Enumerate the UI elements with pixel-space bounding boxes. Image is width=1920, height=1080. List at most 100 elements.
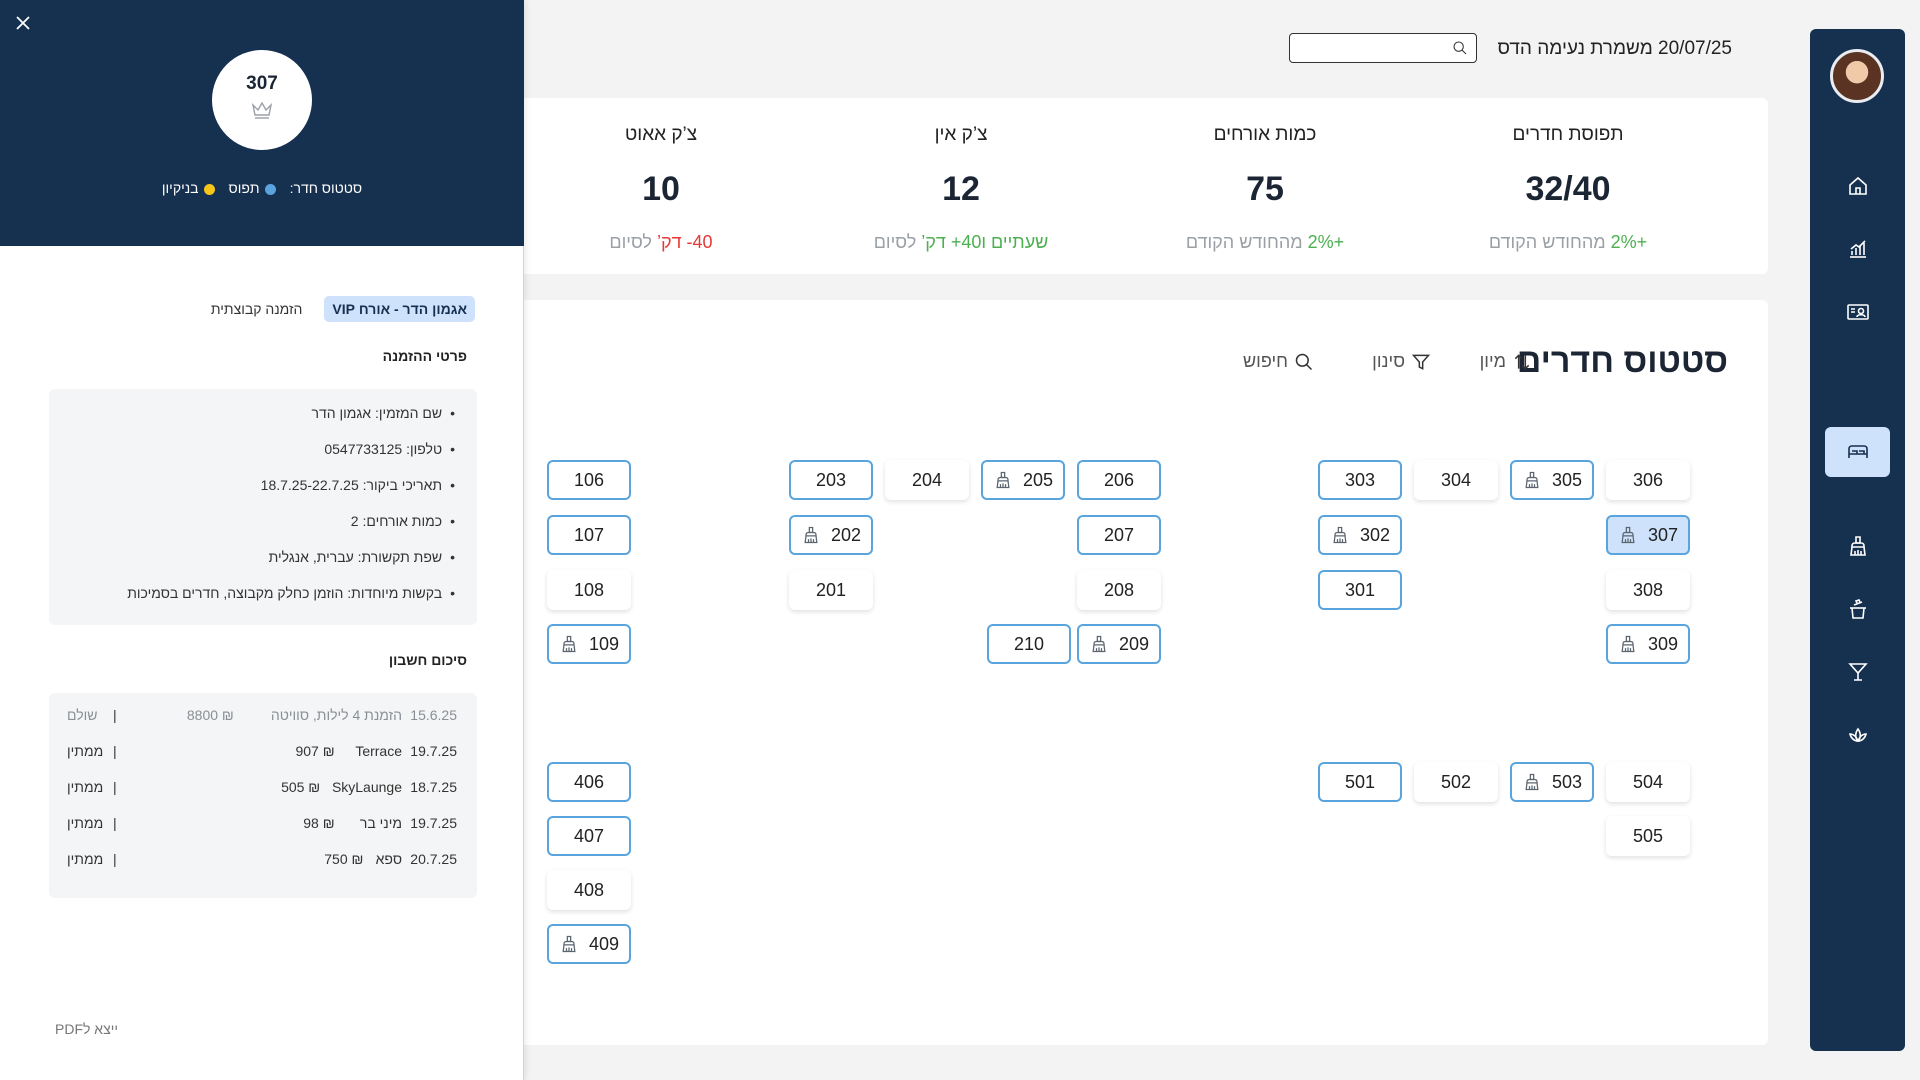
nav-reports[interactable] (1825, 224, 1890, 274)
stat-sub: +2% מהחודש הקודם (1488, 232, 1648, 252)
crown-icon (251, 101, 273, 119)
bill-row: 18.7.25 SkyLaunge ₪ 505 | ממתין (49, 779, 477, 815)
room-number: 409 (588, 933, 620, 954)
room-tile[interactable]: 207 (1077, 515, 1161, 555)
room-tile[interactable]: 108 (547, 570, 631, 610)
room-number: 305 (1551, 469, 1583, 490)
booking-detail-item: שפת תקשורת: עברית, אנגלית (49, 547, 455, 583)
room-tile[interactable]: 304 (1414, 460, 1498, 500)
stats-card: תפוסת חדרים 32/40 +2% מהחודש הקודם כמות … (520, 98, 1768, 274)
bill-description: ספא (375, 851, 402, 867)
nav-bins[interactable] (1825, 584, 1890, 634)
room-tile[interactable]: 203 (789, 460, 873, 500)
room-tile[interactable]: 308 (1606, 570, 1690, 610)
room-tile[interactable]: 409 (547, 924, 631, 964)
room-tile[interactable]: 109 (547, 624, 631, 664)
room-tile[interactable]: 305 (1510, 460, 1594, 500)
bill-row: 15.6.25 הזמנת 4 לילות, סוויטה ₪ 8800 | שולם (49, 707, 477, 743)
cleaning-icon (1849, 536, 1866, 556)
room-tile[interactable]: 407 (547, 816, 631, 856)
filter-icon (1411, 354, 1431, 370)
room-number: 501 (1344, 771, 1376, 792)
close-button[interactable] (14, 14, 32, 32)
room-tile[interactable]: 302 (1318, 515, 1402, 555)
cleaning-icon (804, 526, 818, 544)
search-input[interactable] (1289, 33, 1477, 63)
search-button[interactable]: חיפוש (1243, 351, 1314, 372)
room-tile[interactable]: 205 (981, 460, 1065, 500)
bill-description: Terrace (355, 743, 402, 759)
room-number: 307 (1647, 524, 1679, 545)
room-number: 207 (1103, 524, 1135, 545)
stat-sub: 40- דק’ לסיום (609, 232, 713, 252)
bill-row: 19.7.25 Terrace ₪ 907 | ממתין (49, 743, 477, 779)
room-number: 505 (1632, 825, 1664, 846)
room-number: 408 (573, 879, 605, 900)
stat-value: 12 (942, 170, 980, 208)
cleaning-icon (1525, 471, 1539, 489)
nav-spa[interactable] (1825, 710, 1890, 760)
room-tile[interactable]: 303 (1318, 460, 1402, 500)
room-tile[interactable]: 408 (547, 870, 631, 910)
bill-separator: | (113, 707, 117, 723)
nav-home[interactable] (1825, 161, 1890, 211)
room-number: 301 (1344, 579, 1376, 600)
room-tile[interactable]: 309 (1606, 624, 1690, 664)
room-tile[interactable]: 505 (1606, 816, 1690, 856)
bill-amount: ₪ 98 (303, 815, 335, 831)
room-tile[interactable]: 504 (1606, 762, 1690, 802)
room-tile[interactable]: 204 (885, 460, 969, 500)
room-tile[interactable]: 210 (987, 624, 1071, 664)
tab-group-booking[interactable]: הזמנה קבוצתית (210, 301, 303, 317)
stat-sub: +2% מהחודש הקודם (1185, 232, 1345, 252)
room-tile[interactable]: 201 (789, 570, 873, 610)
cleaning-icon (1333, 526, 1347, 544)
bill-date: 15.6.25 (410, 707, 457, 723)
room-tile[interactable]: 208 (1077, 570, 1161, 610)
bill-title: סיכום חשבון (388, 652, 467, 668)
rooms-title: סטטוס חדרים (1516, 342, 1728, 380)
occupied-dot (264, 183, 276, 195)
sort-label: מיון (1479, 351, 1506, 371)
home-icon (1848, 176, 1867, 195)
room-number: 203 (815, 469, 847, 490)
room-tile[interactable]: 107 (547, 515, 631, 555)
sort-icon (1514, 353, 1530, 370)
sort-button[interactable]: מיון (1480, 351, 1532, 372)
room-number: 208 (1103, 579, 1135, 600)
filter-button[interactable]: סינון (1372, 351, 1431, 372)
stat-label: תפוסת חדרים (1512, 124, 1624, 145)
stat-value: 32/40 (1525, 170, 1611, 208)
room-tile[interactable]: 209 (1077, 624, 1161, 664)
trash-icon (1849, 599, 1866, 619)
room-tile[interactable]: 106 (547, 460, 631, 500)
room-tile[interactable]: 307 (1606, 515, 1690, 555)
tab-vip-guest[interactable]: אגמון הדר - אורח VIP (324, 296, 475, 322)
nav-guests[interactable] (1825, 287, 1890, 337)
cleaning-icon (562, 635, 576, 653)
room-tile[interactable]: 406 (547, 762, 631, 802)
nav-cleaning[interactable] (1825, 521, 1890, 571)
booking-detail-item: כמות אורחים: 2 (49, 511, 455, 547)
contact-card-icon (1846, 304, 1869, 320)
room-number: 108 (573, 579, 605, 600)
room-tile[interactable]: 301 (1318, 570, 1402, 610)
room-tile[interactable]: 306 (1606, 460, 1690, 500)
stat-label: כמות אורחים (1213, 124, 1317, 145)
booking-details-box: שם המזמין: אגמון הדרטלפון: 0547733125תאר… (49, 389, 477, 625)
room-number: 206 (1103, 469, 1135, 490)
room-tile[interactable]: 202 (789, 515, 873, 555)
room-tile[interactable]: 501 (1318, 762, 1402, 802)
bill-amount: ₪ 907 (295, 743, 335, 759)
room-number: 202 (830, 524, 862, 545)
export-pdf-button[interactable]: ייצא לPDF (55, 1021, 118, 1037)
nav-bar[interactable] (1825, 647, 1890, 697)
room-tile[interactable]: 502 (1414, 762, 1498, 802)
room-number: 205 (1022, 469, 1054, 490)
bill-row: 19.7.25 מיני בר ₪ 98 | ממתין (49, 815, 477, 851)
nav-rooms[interactable] (1825, 427, 1890, 477)
room-tile[interactable]: 206 (1077, 460, 1161, 500)
sidebar (1810, 29, 1905, 1051)
room-tile[interactable]: 503 (1510, 762, 1594, 802)
user-avatar[interactable] (1830, 49, 1884, 103)
